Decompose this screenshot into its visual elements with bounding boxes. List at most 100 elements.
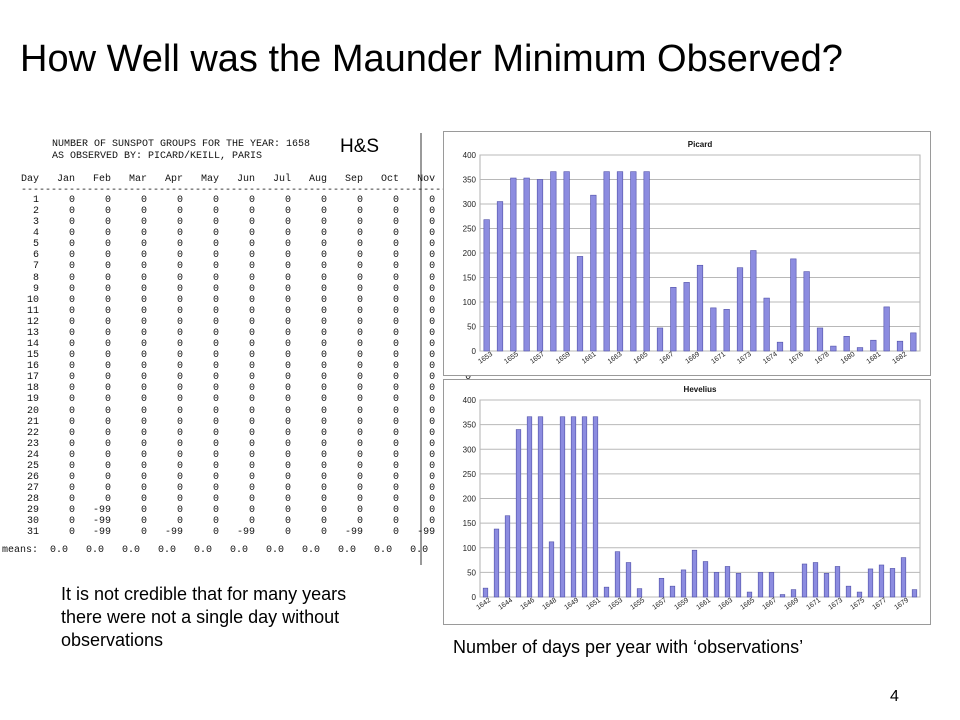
picard-ytick-label: 50 xyxy=(467,323,476,332)
hevelius-xtick-label: 1659 xyxy=(673,597,690,612)
picard-xtick-label: 1663 xyxy=(607,351,624,366)
table-row: 16 0 0 0 0 0 0 0 0 0 0 0 0 xyxy=(21,361,472,373)
picard-xtick-label: 1659 xyxy=(555,351,572,366)
picard-bar xyxy=(883,306,890,352)
picard-chart-svg: 0 50 100 150 200 250 300 350 400 Picard 1653 1655 16… xyxy=(463,140,921,366)
picard-ytick-label: 250 xyxy=(463,225,477,234)
hevelius-ytick-label: 200 xyxy=(463,495,477,504)
table-row: 25 0 0 0 0 0 0 0 0 0 0 0 0 xyxy=(21,460,472,472)
hevelius-bar xyxy=(592,416,599,598)
table-row: 17 0 0 0 0 0 0 0 0 0 0 0 0 xyxy=(21,372,472,384)
hevelius-xtick-label: 1646 xyxy=(519,597,536,612)
hevelius-xtick-label: 1648 xyxy=(541,597,558,612)
picard-xtick-label: 1667 xyxy=(658,351,675,366)
table-header-line: NUMBER OF SUNSPOT GROUPS FOR THE YEAR: 1… xyxy=(52,139,311,150)
picard-bar xyxy=(590,194,597,352)
picard-ytick-label: 300 xyxy=(463,200,477,209)
hevelius-bar xyxy=(713,572,720,598)
picard-bar xyxy=(510,177,517,352)
hevelius-xtick-label: 1663 xyxy=(717,597,734,612)
hevelius-bar xyxy=(581,416,588,598)
hevelius-bar xyxy=(768,572,775,598)
hevelius-bar xyxy=(537,416,544,598)
hevelius-ytick-label: 300 xyxy=(463,445,477,454)
picard-bar xyxy=(683,282,690,352)
picard-xtick-label: 1661 xyxy=(581,351,598,366)
table-row: 7 0 0 0 0 0 0 0 0 0 0 0 0 xyxy=(21,261,472,273)
table-row: 21 0 0 0 0 0 0 0 0 0 0 0 0 xyxy=(21,416,472,428)
hevelius-ytick-label: 250 xyxy=(463,470,477,479)
picard-xtick-label: 1673 xyxy=(736,351,753,366)
hevelius-ytick-label: 0 xyxy=(472,593,477,602)
picard-bar xyxy=(483,219,490,352)
hevelius-bar xyxy=(548,541,555,598)
page-number: 4 xyxy=(890,688,899,705)
table-header-line: AS OBSERVED BY: PICARD/KEILL, PARIS xyxy=(52,151,263,162)
hevelius-bar xyxy=(900,557,907,598)
picard-xtick-label: 1665 xyxy=(633,351,650,366)
hevelius-bar xyxy=(658,577,665,598)
hevelius-chart-svg: 0 50 100 150 200 250 300 350 400 Hevelius 1642 1644… xyxy=(463,385,921,612)
hevelius-xtick-label: 1644 xyxy=(497,597,514,612)
table-row: 13 0 0 0 0 0 0 0 0 0 0 0 0 xyxy=(21,327,472,339)
picard-ytick-label: 350 xyxy=(463,176,477,185)
hevelius-bar xyxy=(570,416,577,598)
hevelius-bar xyxy=(493,528,500,598)
hevelius-bar xyxy=(526,416,533,598)
hevelius-bar xyxy=(856,591,863,598)
picard-bar xyxy=(803,271,810,352)
picard-bar xyxy=(870,339,877,352)
picard-bar xyxy=(816,327,824,352)
picard-ytick-label: 400 xyxy=(463,151,477,160)
table-row: 31 0 -99 0 -99 0 -99 0 0 -99 0 -99 0 xyxy=(21,527,472,539)
table-row: 18 0 0 0 0 0 0 0 0 0 0 0 0 xyxy=(21,383,472,395)
picard-bar xyxy=(710,307,717,352)
hevelius-bar xyxy=(724,566,731,598)
picard-bar xyxy=(670,287,677,352)
hevelius-ytick-label: 50 xyxy=(467,568,476,577)
hevelius-chart: 0 50 100 150 200 250 300 350 400 Hevelius 1642 1644… xyxy=(443,379,931,625)
picard-bar xyxy=(603,171,610,352)
picard-bar xyxy=(843,336,850,352)
table-row: 1 0 0 0 0 0 0 0 0 0 0 0 0 xyxy=(21,195,472,206)
hevelius-xtick-label: 1661 xyxy=(695,597,712,612)
hevelius-bar xyxy=(757,572,764,598)
hevelius-bar xyxy=(823,573,830,598)
table-row: 8 0 0 0 0 0 0 0 0 0 0 0 0 xyxy=(21,272,472,284)
table-row: 26 0 0 0 0 0 0 0 0 0 0 0 0 xyxy=(21,472,472,483)
hevelius-bar xyxy=(812,562,819,598)
hevelius-xtick-label: 1653 xyxy=(607,597,624,612)
picard-bar xyxy=(763,297,770,352)
picard-xtick-label: 1657 xyxy=(529,351,546,366)
hevelius-bar xyxy=(702,561,709,598)
hevelius-ytick-label: 100 xyxy=(463,544,477,553)
picard-bar xyxy=(656,327,664,352)
hevelius-xtick-label: 1655 xyxy=(629,597,646,612)
table-row: 27 0 0 0 0 0 0 0 0 0 0 0 0 xyxy=(21,483,472,495)
picard-bar xyxy=(750,250,757,352)
picard-bar xyxy=(696,264,704,352)
hevelius-bar xyxy=(625,562,632,598)
table-row: 11 0 0 0 0 0 0 0 0 0 0 0 0 xyxy=(21,305,472,317)
hs-label: H&S xyxy=(340,136,380,157)
hevelius-bar xyxy=(680,569,687,598)
picard-bar xyxy=(550,171,557,352)
hevelius-bar xyxy=(845,585,852,598)
hevelius-bar xyxy=(669,585,676,598)
table-row: 14 0 0 0 0 0 0 0 0 0 0 0 0 xyxy=(21,339,472,351)
hevelius-bar xyxy=(878,564,885,598)
hevelius-bar xyxy=(735,573,742,598)
table-row: 29 0 -99 0 0 0 0 0 0 0 0 0 0 xyxy=(21,505,472,517)
picard-bar xyxy=(790,258,797,352)
hevelius-bar xyxy=(779,594,786,598)
hevelius-bar xyxy=(482,587,489,598)
hevelius-bar xyxy=(889,568,896,598)
hevelius-xtick-label: 1649 xyxy=(563,597,580,612)
hevelius-xtick-label: 1642 xyxy=(475,597,492,612)
table-row: 22 0 0 0 0 0 0 0 0 0 0 0 0 xyxy=(21,427,472,439)
table-column-header: Day Jan Feb Mar Apr May Jun Jul Aug Sep … xyxy=(21,174,472,185)
hevelius-bar xyxy=(515,429,522,598)
picard-bar xyxy=(630,171,637,352)
picard-bar xyxy=(576,256,584,352)
picard-xtick-label: 1682 xyxy=(891,351,908,366)
